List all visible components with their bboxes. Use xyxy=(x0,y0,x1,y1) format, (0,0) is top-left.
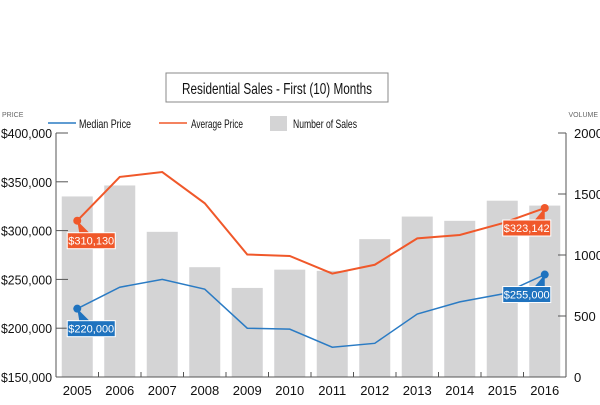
y-tick-label: $200,000 xyxy=(1,321,52,336)
y2-tick-label: 2000 xyxy=(574,126,600,141)
axes: $150,000 $200,000 $250,000 $300,000 $350,000… xyxy=(1,126,600,398)
line-average-price xyxy=(76,171,546,275)
chart-title-box: Residential Sales - First (10) Months xyxy=(165,72,389,103)
callout-box xyxy=(66,320,116,338)
callout-pointer xyxy=(77,220,90,233)
x-tick-label: 2005 xyxy=(63,383,92,398)
bar-2011 xyxy=(316,270,348,377)
x-tick-label: 2010 xyxy=(275,383,304,398)
bar-2006 xyxy=(104,185,136,377)
bar-2012 xyxy=(359,239,391,377)
annotations: $310,130 $220,000 $323,142 $255,000 xyxy=(66,204,552,338)
callout-marker xyxy=(540,204,549,213)
x-tick-label: 2007 xyxy=(148,383,177,398)
y2-tick-label: 0 xyxy=(574,370,581,385)
y2-tick-label: 500 xyxy=(574,309,596,324)
y-tick-label: $350,000 xyxy=(1,175,52,190)
x-tick-label: 2008 xyxy=(190,383,219,398)
bars-layer xyxy=(61,185,561,377)
callout-marker xyxy=(540,270,549,279)
callout-label: $220,000 xyxy=(68,324,114,336)
bar-2010 xyxy=(274,269,306,377)
callout-box xyxy=(502,286,552,304)
bar-2005 xyxy=(61,196,93,377)
y-tick-label: $400,000 xyxy=(1,126,52,141)
callout-pointer xyxy=(77,308,90,321)
y-axis-label: PRICE xyxy=(2,112,24,119)
y2-tick-label: 1000 xyxy=(574,248,600,263)
y-tick-label: $150,000 xyxy=(1,370,52,385)
bar-2009 xyxy=(231,287,263,377)
bar-2013 xyxy=(401,216,433,377)
x-tick-label: 2015 xyxy=(488,383,517,398)
callout-marker xyxy=(73,304,82,313)
callout: $220,000 xyxy=(66,304,116,338)
x-tick-label: 2012 xyxy=(360,383,389,398)
bar-2014 xyxy=(444,220,476,377)
x-tick-label: 2009 xyxy=(233,383,262,398)
chart-title: Residential Sales - First (10) Months xyxy=(182,81,372,98)
y-tick-label: $300,000 xyxy=(1,224,52,239)
legend-label: Median Price xyxy=(79,117,131,131)
callout-label: $310,130 xyxy=(68,236,114,248)
x-tick-label: 2006 xyxy=(105,383,134,398)
callout: $310,130 xyxy=(66,216,116,250)
y-tick-label: $250,000 xyxy=(1,272,52,287)
y2-tick-label: 1500 xyxy=(574,187,600,202)
legend-label: Number of Sales xyxy=(293,117,357,131)
legend-label: Average Price xyxy=(191,117,243,131)
lines-layer xyxy=(76,171,546,348)
bar-2007 xyxy=(146,231,178,377)
callout-box xyxy=(502,219,552,237)
x-tick-label: 2014 xyxy=(445,383,474,398)
legend: Median Price Average Price Number of Sales xyxy=(48,116,357,131)
y2-axis-label: VOLUME xyxy=(568,112,598,119)
legend-swatch xyxy=(270,116,287,131)
callout-marker xyxy=(73,216,82,225)
line-median-price xyxy=(76,273,546,348)
callout: $323,142 xyxy=(502,204,552,237)
x-tick-label: 2016 xyxy=(530,383,559,398)
x-tick-label: 2013 xyxy=(403,383,432,398)
callout-label: $255,000 xyxy=(504,290,550,302)
x-tick-label: 2011 xyxy=(318,383,346,398)
callout-box xyxy=(66,232,116,250)
callout-label: $323,142 xyxy=(504,223,550,235)
callout: $255,000 xyxy=(502,270,552,304)
bar-2008 xyxy=(189,267,221,377)
